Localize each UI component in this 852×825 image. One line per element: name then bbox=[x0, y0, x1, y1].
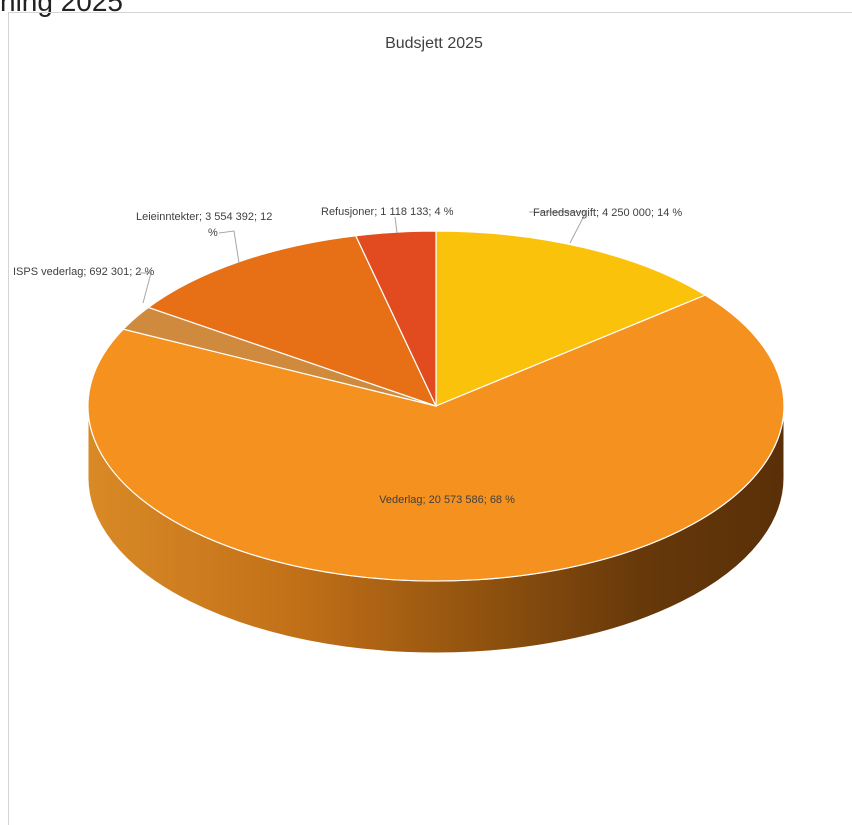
pie-slices bbox=[87, 230, 785, 582]
data-label-leieinntekter: Leieinntekter; 3 554 392; 12 bbox=[136, 211, 272, 223]
pie-slice-farledsavgift bbox=[435, 230, 707, 407]
pie-slice-vederlag bbox=[87, 294, 785, 582]
leader-isps-vederlag bbox=[139, 272, 152, 304]
data-label-refusjoner: Refusjoner; 1 118 133; 4 % bbox=[321, 206, 454, 218]
leader-refusjoner bbox=[394, 216, 398, 234]
pie-chart: Budsjett 2025 Farledsavgift; 4 250 000; … bbox=[13, 35, 785, 654]
label-leader-lines bbox=[139, 211, 587, 304]
chart-title: Budsjett 2025 bbox=[385, 35, 483, 52]
data-label-isps-vederlag: ISPS vederlag; 692 301; 2 % bbox=[13, 266, 154, 278]
pie-slice-refusjoner bbox=[354, 230, 437, 407]
data-label-farledsavgift: Farledsavgift; 4 250 000; 14 % bbox=[533, 207, 682, 219]
data-label-vederlag: Vederlag; 20 573 586; 68 % bbox=[379, 494, 515, 506]
leader-farledsavgift bbox=[529, 211, 587, 244]
data-label-leieinntekter-percent: % bbox=[208, 227, 218, 239]
chart-area: Budsjett 2025 Farledsavgift; 4 250 000; … bbox=[8, 12, 852, 825]
leader-leieinntekter bbox=[218, 230, 240, 264]
